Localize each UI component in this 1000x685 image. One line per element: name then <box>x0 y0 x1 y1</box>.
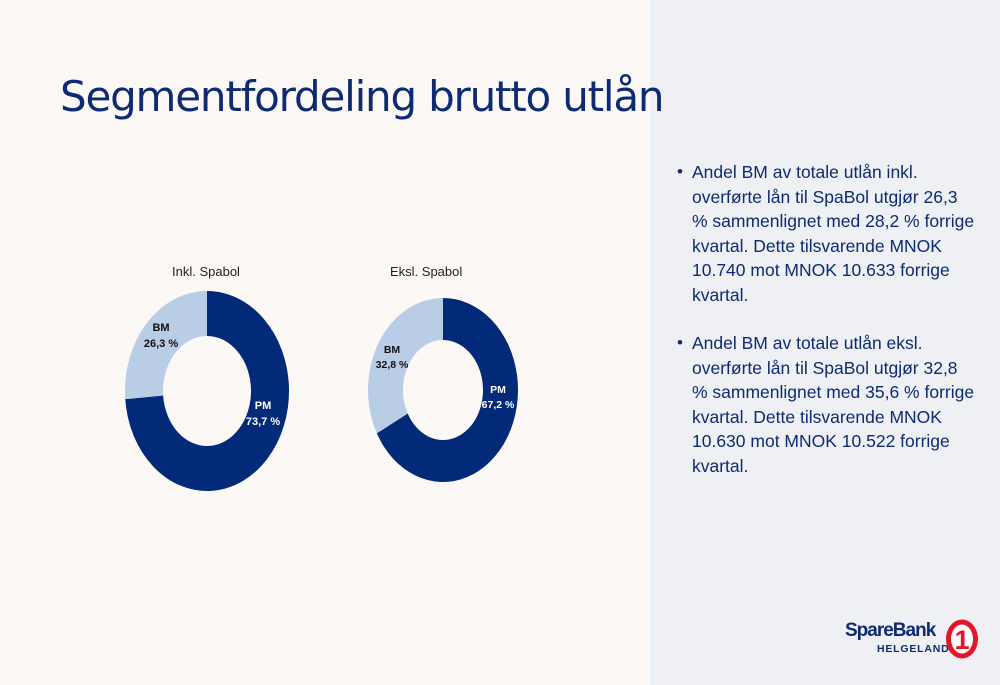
slice-label-bm: BM 32,8 % <box>376 344 409 371</box>
donut-slice-bm <box>125 291 207 400</box>
slice-label-pm: PM 67,2 % <box>482 384 515 411</box>
chart-title-eksl: Eksl. Spabol <box>390 264 463 279</box>
donut-slice-pm <box>125 291 289 491</box>
donut-chart-eksl: PM 67,2 % BM 32,8 % <box>368 298 518 482</box>
slice-label-bm: BM 26,3 % <box>144 322 178 350</box>
sparebank-one-icon: 1 <box>946 619 978 659</box>
donut-chart-inkl: PM 73,7 % BM 26,3 % <box>125 291 289 491</box>
right-panel <box>650 0 1000 685</box>
page-title: Segmentfordeling brutto utlån <box>60 72 665 121</box>
donut-slice-bm <box>368 298 443 434</box>
bullet-dot: • <box>677 162 683 181</box>
bullet-item: • Andel BM av totale utlån eksl. overført… <box>677 333 975 476</box>
sparebank-logo: SpareBank HELGELAND 1 <box>845 618 980 660</box>
donut-slice-pm <box>376 298 518 482</box>
logo-subtitle: HELGELAND <box>877 643 950 655</box>
chart-title-inkl: Inkl. Spabol <box>172 264 240 279</box>
bullet-dot: • <box>677 333 683 352</box>
bullet-list: • Andel BM av totale utlån inkl. overført… <box>677 160 977 502</box>
svg-text:1: 1 <box>954 625 969 655</box>
slice-label-pm: PM 73,7 % <box>246 400 280 428</box>
logo-name: SpareBank <box>845 620 936 641</box>
bullet-item: • Andel BM av totale utlån inkl. overført… <box>677 162 975 305</box>
